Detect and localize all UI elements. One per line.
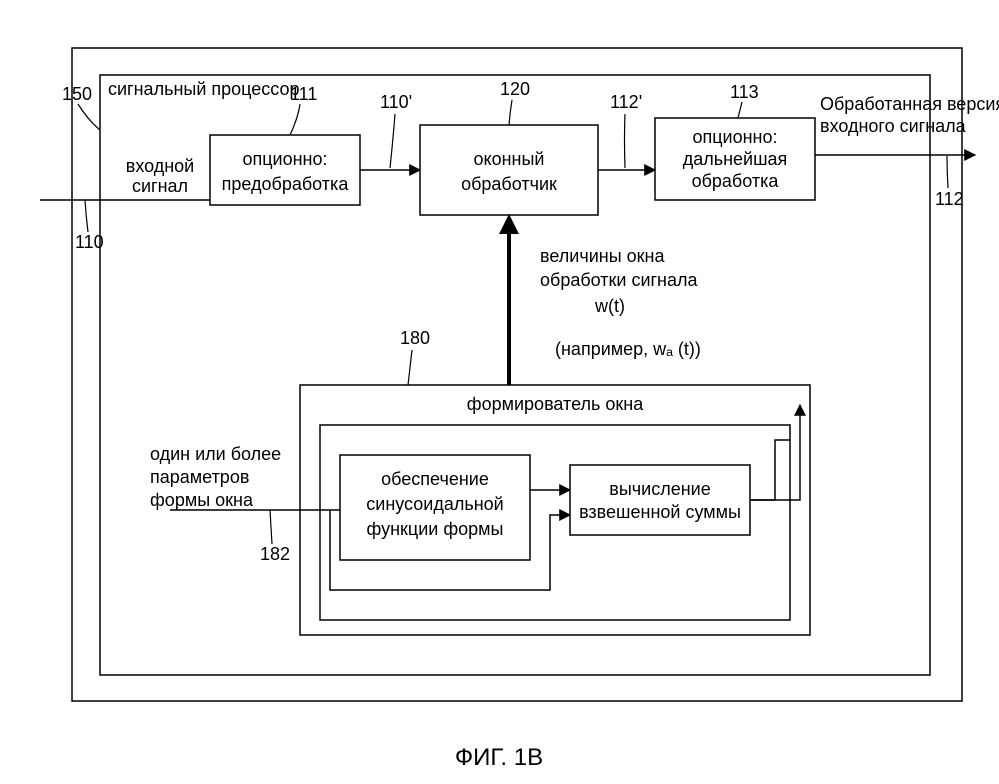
sinus-l3: функции формы — [367, 519, 504, 539]
ref-120: 120 — [500, 79, 530, 99]
lead-182 — [270, 510, 272, 544]
figure-canvas: сигнальный процессор 150 опционно: предо… — [0, 0, 999, 784]
postproc-l1: опционно: — [692, 127, 777, 147]
output-l1: Обработанная версия — [820, 94, 999, 114]
lead-113 — [738, 102, 742, 118]
params-l2: параметров — [150, 467, 249, 487]
lead-112 — [947, 156, 948, 188]
wv-l3: w(t) — [594, 296, 625, 316]
wire-weighted-out-right — [750, 440, 790, 500]
sinus-l2: синусоидальной — [366, 494, 503, 514]
lead-111 — [290, 104, 300, 135]
ref-110p: 110' — [380, 92, 412, 112]
wv-l4: (например, wₐ (t)) — [555, 339, 701, 359]
lead-180 — [408, 350, 412, 385]
sinus-l1: обеспечение — [381, 469, 489, 489]
figure-caption: ФИГ. 1B — [455, 744, 543, 771]
params-l3: формы окна — [150, 490, 254, 510]
node-preproc — [210, 135, 360, 205]
ref-112p: 112' — [610, 92, 642, 112]
lead-120 — [509, 100, 512, 125]
postproc-l2: дальнейшая — [683, 149, 788, 169]
ref-110: 110 — [75, 232, 104, 252]
postproc-l3: обработка — [692, 171, 780, 191]
lead-110 — [85, 200, 88, 232]
outer-frame — [72, 48, 962, 701]
node-weighted — [570, 465, 750, 535]
input-label-l2: сигнал — [132, 176, 188, 196]
preproc-l2: предобработка — [222, 174, 350, 194]
wv-l2: обработки сигнала — [540, 270, 699, 290]
ref-112: 112 — [935, 189, 964, 209]
former-title: формирователь окна — [467, 394, 644, 414]
windower-l2: обработчик — [461, 174, 557, 194]
input-label-l1: входной — [126, 156, 194, 176]
params-l1: один или более — [150, 444, 281, 464]
wv-l1: величины окна — [540, 246, 665, 266]
ref-113: 113 — [730, 82, 759, 102]
processor-title: сигнальный процессор — [108, 79, 300, 99]
ref-111: 111 — [290, 84, 317, 104]
lead-150 — [78, 104, 100, 130]
ref-182: 182 — [260, 544, 290, 564]
ref-150: 150 — [62, 84, 92, 104]
output-l2: входного сигнала — [820, 116, 967, 136]
weighted-l2: взвешенной суммы — [579, 502, 741, 522]
node-windower — [420, 125, 598, 215]
lead-110p — [390, 114, 395, 168]
preproc-l1: опционно: — [242, 149, 327, 169]
windower-l1: оконный — [474, 149, 545, 169]
weighted-l1: вычисление — [609, 479, 710, 499]
lead-112p — [625, 114, 626, 168]
ref-180: 180 — [400, 328, 430, 348]
